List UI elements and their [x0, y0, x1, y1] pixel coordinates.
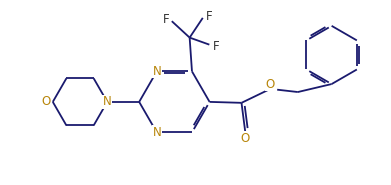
- Text: O: O: [240, 132, 250, 144]
- Text: N: N: [103, 95, 111, 108]
- Text: N: N: [152, 65, 161, 78]
- Text: F: F: [162, 13, 169, 26]
- Text: F: F: [206, 9, 212, 23]
- Text: O: O: [41, 95, 51, 108]
- Text: N: N: [103, 95, 111, 108]
- Text: N: N: [152, 126, 161, 139]
- Text: O: O: [265, 78, 275, 90]
- Text: F: F: [213, 40, 220, 53]
